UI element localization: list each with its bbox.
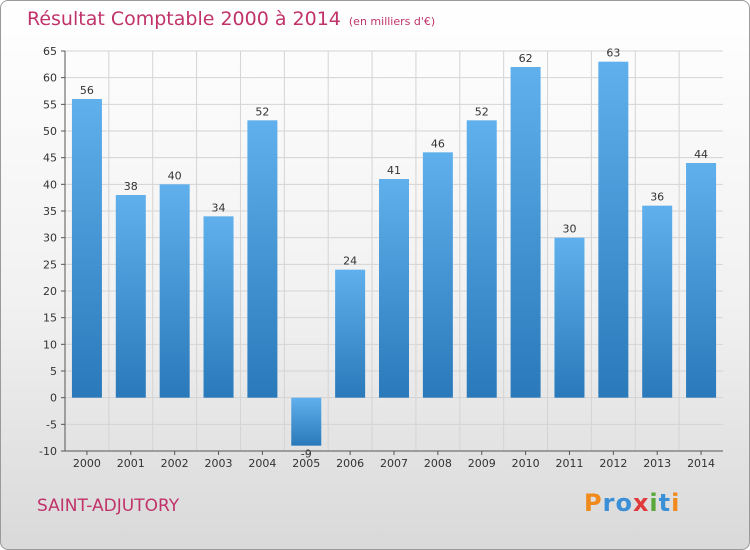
y-tick-label: 20 xyxy=(43,285,57,298)
data-label-2014: 44 xyxy=(694,148,708,161)
x-tick-label: 2005 xyxy=(292,457,320,470)
y-tick-label: 10 xyxy=(43,338,57,351)
y-tick-label: 25 xyxy=(43,258,57,271)
bar-2000 xyxy=(71,99,102,398)
bar-2009 xyxy=(466,120,497,398)
bar-2002 xyxy=(159,184,190,398)
data-label-2000: 56 xyxy=(80,84,94,97)
x-tick-label: 2007 xyxy=(380,457,408,470)
data-label-2011: 30 xyxy=(562,223,576,236)
x-tick-label: 2004 xyxy=(248,457,276,470)
data-label-2002: 40 xyxy=(168,169,182,182)
y-tick-label: 45 xyxy=(43,152,57,165)
data-label-2009: 52 xyxy=(475,105,489,118)
bars xyxy=(71,61,717,446)
bar-2012 xyxy=(598,61,629,398)
bar-2013 xyxy=(642,205,673,398)
bar-2006 xyxy=(335,269,366,398)
logo-letter: i xyxy=(649,489,659,517)
data-label-2012: 63 xyxy=(606,47,620,60)
x-tick-label: 2013 xyxy=(643,457,671,470)
logo-letter: x xyxy=(632,489,650,517)
logo-letter: P xyxy=(584,489,603,517)
y-tick-label: 35 xyxy=(43,205,57,218)
logo-letter: o xyxy=(615,489,633,517)
chart-title-text: Résultat Comptable 2000 à 2014 xyxy=(27,8,341,30)
logo-letter: t xyxy=(658,489,672,517)
y-tick-label: 55 xyxy=(43,98,57,111)
logo-letter: r xyxy=(602,489,616,517)
bar-2007 xyxy=(379,179,409,398)
y-tick-label: 0 xyxy=(50,392,57,405)
x-tick-label: 2008 xyxy=(424,457,452,470)
y-tick-label: -5 xyxy=(46,418,57,431)
data-label-2008: 46 xyxy=(431,137,445,150)
data-label-2006: 24 xyxy=(343,255,357,268)
bar-2014 xyxy=(686,163,717,398)
y-tick-label: 15 xyxy=(43,312,57,325)
y-tick-label: 60 xyxy=(43,72,57,85)
data-label-2013: 36 xyxy=(650,191,664,204)
x-tick-label: 2012 xyxy=(599,457,627,470)
bar-2011 xyxy=(554,237,585,398)
bar-2004 xyxy=(247,120,278,398)
data-label-2001: 38 xyxy=(124,180,138,193)
x-tick-label: 2014 xyxy=(687,457,715,470)
bar-2003 xyxy=(203,216,234,398)
commune-name: SAINT-ADJUTORY xyxy=(37,496,180,516)
chart-subtitle: (en milliers d'€) xyxy=(348,15,436,28)
data-label-2007: 41 xyxy=(387,164,401,177)
x-tick-label: 2003 xyxy=(205,457,233,470)
x-tick-label: 2000 xyxy=(73,457,101,470)
bar-2001 xyxy=(115,195,146,398)
x-tick-label: 2006 xyxy=(336,457,364,470)
x-tick-label: 2009 xyxy=(468,457,496,470)
y-tick-label: 40 xyxy=(43,178,57,191)
proxiti-logo: Proxiti xyxy=(584,489,680,517)
y-tick-label: 30 xyxy=(43,232,57,245)
data-label-2003: 34 xyxy=(212,201,226,214)
y-tick-label: 65 xyxy=(43,45,57,58)
bar-2005 xyxy=(291,397,322,446)
bar-2008 xyxy=(422,152,453,398)
x-tick-label: 2002 xyxy=(161,457,189,470)
chart-title: Résultat Comptable 2000 à 2014 (en millie… xyxy=(27,8,435,30)
x-tick-label: 2011 xyxy=(555,457,583,470)
axes: -10 -5 0 5 10 15 20 25 30 35 40 45 50 55 60 65 2000 2001 2… xyxy=(39,45,723,470)
y-tick-label: -10 xyxy=(39,445,57,458)
y-tick-label: 50 xyxy=(43,125,57,138)
data-label-2010: 62 xyxy=(519,52,533,65)
y-tick-label: 5 xyxy=(50,365,57,378)
logo-letter: i xyxy=(671,489,681,517)
x-tick-label: 2001 xyxy=(117,457,145,470)
data-label-2004: 52 xyxy=(255,105,269,118)
bar-2010 xyxy=(510,67,541,398)
x-tick-label: 2010 xyxy=(512,457,540,470)
